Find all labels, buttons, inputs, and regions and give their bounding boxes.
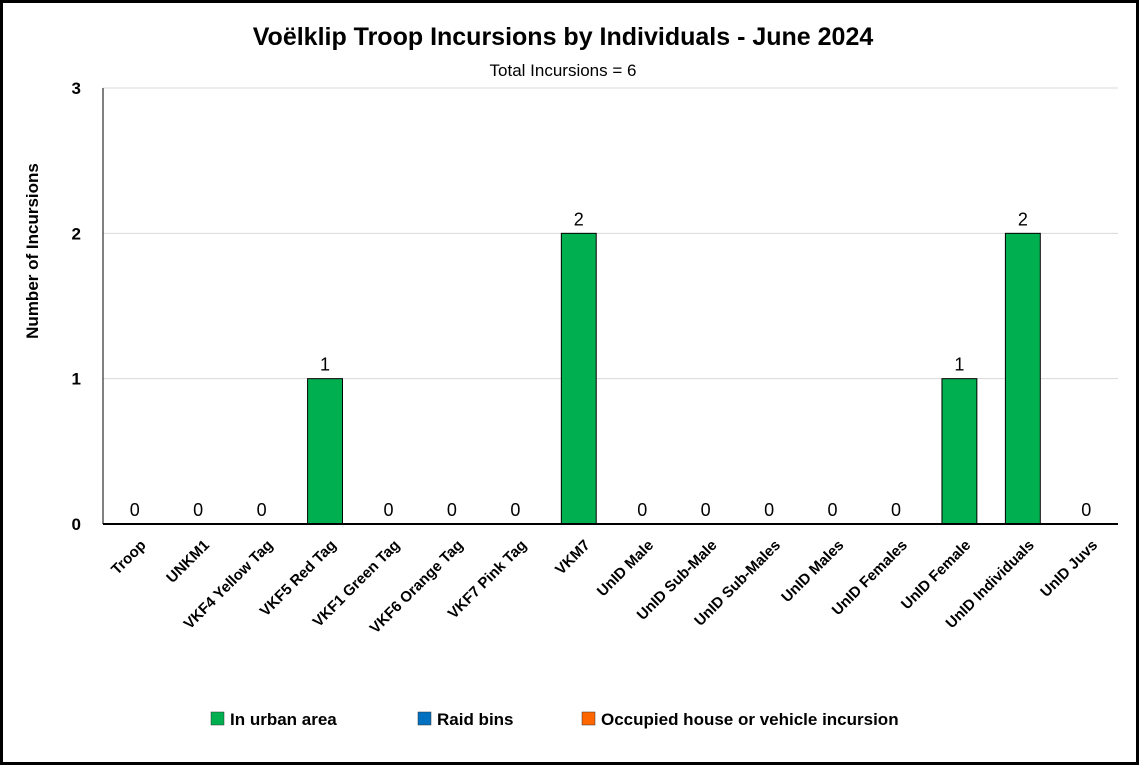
data-label: 0 — [130, 500, 140, 520]
legend-swatch — [417, 711, 432, 726]
data-label: 1 — [954, 355, 964, 375]
bar — [307, 378, 343, 525]
legend-label: Raid bins — [437, 710, 514, 729]
data-label: 2 — [574, 209, 584, 229]
bar — [941, 378, 978, 525]
x-tick-label: Troop — [108, 537, 149, 578]
y-tick-label: 0 — [72, 515, 81, 534]
y-tick-label: 1 — [72, 370, 81, 389]
y-tick-label: 2 — [72, 224, 81, 243]
x-tick-label: UnID Male — [594, 537, 657, 600]
data-label: 0 — [257, 500, 267, 520]
data-label: 0 — [764, 500, 774, 520]
gridlines — [103, 87, 1118, 380]
y-tick-labels: 0 1 2 3 — [72, 79, 81, 534]
data-label: 0 — [828, 500, 838, 520]
data-label: 0 — [510, 500, 520, 520]
y-axis-label: Number of Incursions — [23, 163, 42, 339]
legend: In urban area Raid bins Occupied house or … — [210, 710, 899, 729]
data-label: 2 — [1018, 209, 1028, 229]
legend-swatch — [581, 711, 596, 726]
data-label: 1 — [320, 355, 330, 375]
legend-swatch — [210, 711, 225, 726]
data-label: 0 — [891, 500, 901, 520]
chart-subtitle: Total Incursions = 6 — [490, 61, 637, 80]
bar — [1004, 232, 1041, 525]
data-label: 0 — [383, 500, 393, 520]
bar — [560, 232, 597, 525]
bars — [307, 232, 1041, 525]
x-tick-label: UNKM1 — [163, 537, 213, 587]
data-labels: 0 0 0 1 0 0 0 2 0 0 0 0 0 1 2 0 — [130, 209, 1092, 520]
data-label: 0 — [637, 500, 647, 520]
chart-title: Voëlklip Troop Incursions by Individuals… — [253, 23, 874, 51]
data-label: 0 — [447, 500, 457, 520]
axes — [102, 88, 1118, 525]
legend-label: Occupied house or vehicle incursion — [601, 710, 899, 729]
x-tick-label: UnID Juvs — [1037, 537, 1101, 601]
data-label: 0 — [701, 500, 711, 520]
bar-chart: Voëlklip Troop Incursions by Individuals… — [23, 23, 1118, 729]
legend-label: In urban area — [230, 710, 337, 729]
data-label: 0 — [1081, 500, 1091, 520]
x-tick-label: VKM7 — [552, 537, 593, 578]
y-tick-label: 3 — [72, 79, 81, 98]
data-label: 0 — [193, 500, 203, 520]
x-tick-label: UnID Males — [778, 537, 847, 606]
